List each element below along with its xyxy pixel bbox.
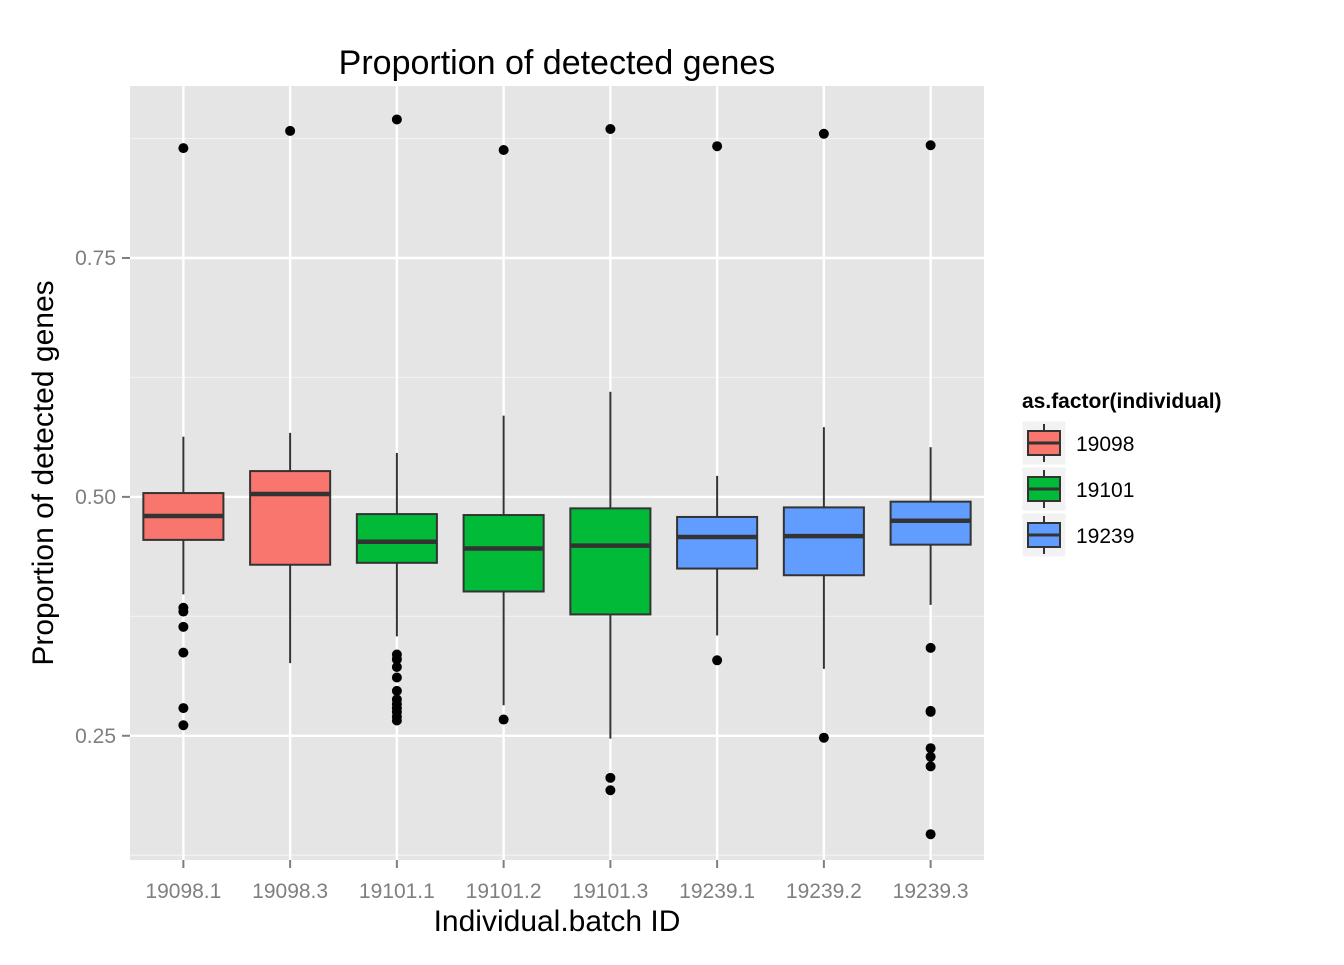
outlier-point — [925, 706, 936, 717]
outlier-point — [178, 720, 189, 731]
outlier-point — [178, 621, 189, 632]
legend-item-19239: 19239 — [1021, 512, 1134, 558]
outlier-point — [285, 125, 296, 136]
legend-title: as.factor(individual) — [1022, 390, 1222, 413]
outlier-point — [818, 128, 829, 139]
legend-label: 19239 — [1076, 525, 1134, 548]
outlier-point — [925, 743, 936, 754]
box-body — [462, 514, 545, 593]
outlier-point — [178, 647, 189, 658]
x-tick-label: 19239.3 — [893, 880, 969, 903]
box-19239.1 — [676, 141, 759, 666]
y-axis: 0.25 0.50 0.75 — [75, 247, 130, 748]
x-tick-label: 19101.3 — [572, 880, 648, 903]
outlier-point — [712, 655, 723, 666]
boxes-layer — [142, 114, 972, 840]
x-tick-label: 19098.1 — [145, 880, 221, 903]
outlier-point — [925, 761, 936, 772]
y-axis-label: Proportion of detected genes — [27, 280, 60, 665]
x-tick-label: 19239.1 — [679, 880, 755, 903]
box-19098.1 — [142, 143, 225, 731]
legend-item-19098: 19098 — [1021, 420, 1134, 466]
outlier-point — [925, 642, 936, 653]
outlier-point — [391, 715, 402, 726]
outlier-point — [605, 124, 616, 134]
outlier-point — [391, 654, 402, 665]
x-tick-label: 19101.1 — [359, 880, 435, 903]
outlier-point — [818, 732, 829, 743]
box-19239.2 — [782, 128, 865, 743]
box-19101.3 — [569, 124, 652, 796]
x-tick-label: 19239.2 — [786, 880, 862, 903]
minor-gridlines — [130, 137, 984, 856]
outlier-point — [498, 145, 509, 156]
box-body — [676, 515, 759, 570]
box-19101.2 — [462, 145, 545, 725]
legend: as.factor(individual) 19098 19101 19239 — [1021, 390, 1222, 558]
outlier-point — [178, 606, 189, 617]
outlier-point — [925, 751, 936, 762]
outlier-point — [498, 714, 509, 725]
outlier-point — [605, 785, 616, 796]
outlier-point — [925, 829, 936, 840]
box-body — [249, 470, 332, 566]
outlier-point — [178, 143, 189, 154]
chart-title: Proportion of detected genes — [339, 44, 776, 82]
x-tick-label: 19098.3 — [252, 880, 328, 903]
outlier-point — [391, 114, 402, 125]
x-axis-label: Individual.batch ID — [434, 905, 681, 938]
box-body — [782, 506, 865, 577]
y-tick-label: 0.75 — [75, 247, 116, 270]
x-tick-label: 19101.2 — [466, 880, 542, 903]
outlier-point — [712, 141, 723, 152]
box-19239.3 — [889, 140, 972, 840]
outlier-point — [391, 672, 402, 683]
legend-label: 19101 — [1076, 479, 1134, 502]
outlier-point — [391, 685, 402, 696]
box-19101.1 — [355, 114, 438, 726]
outlier-point — [605, 772, 616, 783]
outlier-point — [925, 140, 936, 151]
outlier-point — [391, 661, 402, 672]
box-body — [355, 513, 438, 564]
box-19098.3 — [249, 125, 332, 664]
legend-item-19101: 19101 — [1021, 466, 1134, 512]
box-body — [889, 500, 972, 546]
legend-label: 19098 — [1076, 433, 1134, 456]
x-axis: 19098.1 19098.3 19101.1 19101.2 19101.3 19239… — [145, 860, 969, 903]
y-tick-label: 0.25 — [75, 725, 116, 748]
box-body — [569, 507, 652, 616]
y-tick-label: 0.50 — [75, 486, 116, 509]
outlier-point — [178, 703, 189, 714]
